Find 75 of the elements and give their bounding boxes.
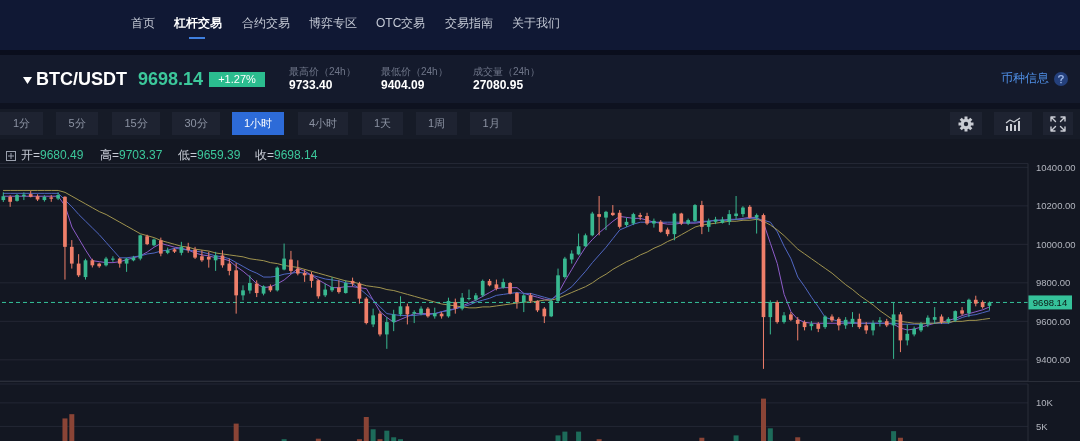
text: 低=9659.39 — [178, 148, 241, 162]
text: +1.27% — [209, 72, 265, 87]
timeframe-button: 1小时 — [232, 112, 284, 135]
text: 9404.09 — [381, 78, 425, 93]
candlestick — [248, 274, 252, 295]
candlestick — [330, 276, 334, 293]
candlestick — [590, 211, 595, 237]
candlestick — [878, 316, 882, 328]
candlestick — [700, 200, 704, 235]
text: 交易指南 — [445, 16, 493, 31]
candlestick — [371, 308, 375, 328]
timeframe-button: 5分 — [56, 112, 98, 135]
text: 合约交易 — [242, 16, 290, 31]
text: 博弈专区 — [309, 16, 357, 31]
candlestick — [384, 316, 389, 350]
timeframe-button: 1月 — [470, 112, 512, 135]
text: 杠杆交易 — [174, 16, 222, 31]
candlestick — [289, 250, 293, 275]
candlestick — [604, 210, 608, 231]
candlestick — [111, 255, 115, 263]
candlestick — [775, 299, 780, 325]
y-tick-label: 9600.00 — [1036, 315, 1071, 327]
y-tick-label: 10K — [1036, 397, 1054, 409]
candlestick — [652, 218, 656, 229]
timeframe-button: 1周 — [416, 112, 457, 135]
text: 收= — [255, 148, 275, 162]
chart-title: BTC/USDT — [36, 69, 127, 90]
timeframe-button: 1天 — [362, 112, 403, 135]
candlestick — [378, 310, 382, 337]
candlestick — [138, 234, 143, 261]
y-tick-label: 9800.00 — [1036, 277, 1071, 289]
candlestick — [563, 256, 567, 280]
timeframe-button: 1分 — [0, 112, 43, 135]
text: 9698.14 — [138, 69, 204, 89]
text: 关于我们 — [512, 16, 560, 31]
candlestick — [241, 284, 245, 301]
candlestick — [871, 319, 875, 336]
y-tick-label: 10400.00 — [1036, 161, 1076, 173]
candlestick — [56, 191, 60, 201]
y-tick-label: 5K — [1036, 420, 1049, 432]
y-tick-label: 10200.00 — [1036, 200, 1076, 212]
candlestick — [282, 243, 286, 271]
text: 9733.40 — [289, 78, 333, 93]
text: 开=9680.49 — [21, 148, 84, 162]
text: 首页 — [131, 16, 155, 31]
text: 高=9703.37 — [100, 148, 163, 162]
text: 成交量（24h） — [473, 66, 540, 78]
text: 币种信息 — [1001, 72, 1049, 86]
timeframe-button: 15分 — [112, 112, 160, 135]
candlestick — [515, 291, 519, 310]
timeframe-button: 30分 — [172, 112, 220, 135]
text: 最低价（24h） — [381, 66, 448, 78]
candlestick — [467, 289, 471, 301]
candlestick — [69, 239, 74, 270]
ref-line-label: 9698.14 — [1032, 296, 1068, 308]
candlestick — [905, 323, 910, 346]
candlestick — [741, 205, 745, 218]
candlestick — [617, 209, 622, 230]
candlestick — [795, 316, 800, 341]
text: OTC交易 — [376, 16, 426, 31]
candlestick — [275, 265, 280, 292]
candlestick — [76, 253, 81, 278]
y-tick-label: 10000.00 — [1036, 238, 1076, 250]
timeframe-button: 4小时 — [298, 112, 348, 135]
candlestick — [391, 309, 396, 332]
candlestick — [754, 213, 759, 235]
text: 最高价（24h） — [289, 66, 356, 78]
candlestick — [158, 237, 163, 257]
candlestick — [597, 195, 601, 236]
candlestick — [200, 249, 204, 263]
candlestick — [337, 279, 341, 295]
text: 9698.14 — [274, 148, 318, 162]
text: 27080.95 — [473, 78, 524, 93]
candlestick — [960, 306, 964, 316]
y-tick-label: 9400.00 — [1036, 354, 1071, 366]
